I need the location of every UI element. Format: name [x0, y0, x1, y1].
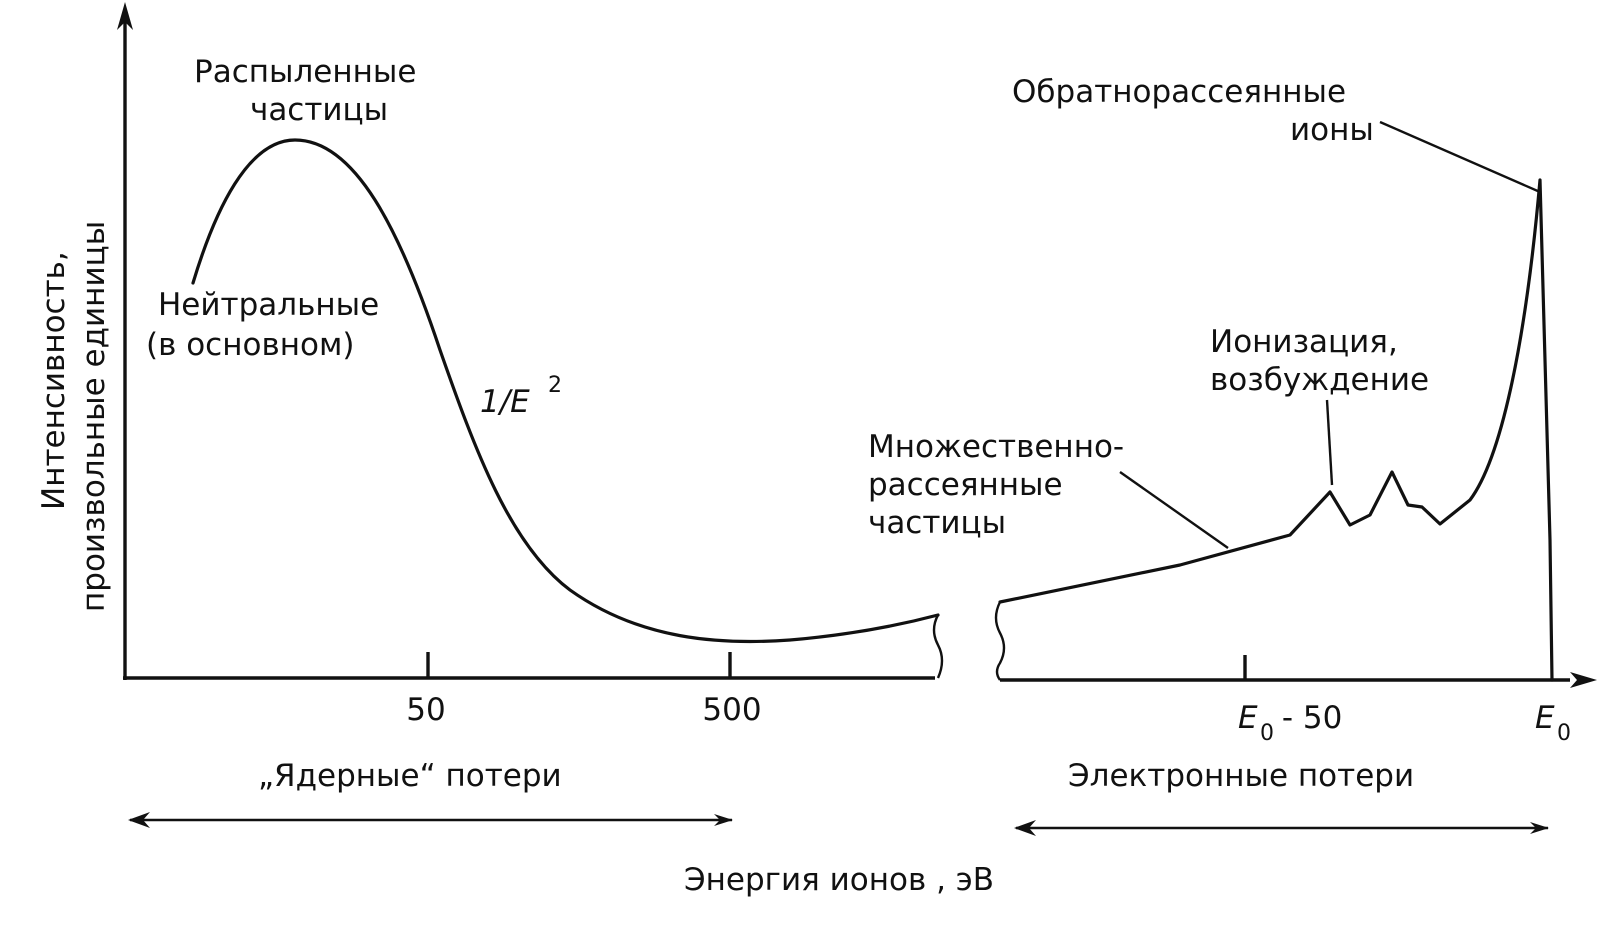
x-axis-break-left [932, 614, 944, 679]
region-label-electronic: Электронные потери [1068, 758, 1414, 794]
annotation-backscattered-line2: ионы [1290, 112, 1374, 148]
annotation-backscattered-line1: Обратнорассеянные [1012, 74, 1346, 110]
region-label-nuclear: „Ядерные“ потери [258, 758, 562, 794]
tick-e0-symbol: E [1535, 700, 1555, 736]
leader-backscattered [1379, 120, 1541, 194]
y-axis-arrow [117, 2, 133, 30]
tick-e0-subscript: 0 [1557, 721, 1571, 746]
sputtered-curve [191, 138, 940, 644]
tick-label-e0-50: E 0 - 50 [1238, 700, 1342, 746]
x-axis-break-right [994, 601, 1006, 681]
x-axis-label: Энергия ионов , эВ [684, 862, 994, 898]
scattered-curve [998, 178, 1554, 682]
annotation-sputtered-line1: Распыленные [194, 54, 416, 90]
annotation-multiple-line3: частицы [868, 505, 1006, 541]
annotation-inverse-e2-sup: 2 [548, 373, 562, 398]
annotation-ionization-line2: возбуждение [1210, 362, 1429, 398]
annotation-sputtered-line2: частицы [250, 92, 388, 128]
tick-label-500: 500 [702, 692, 761, 728]
x-axis-arrow [1570, 672, 1597, 688]
leader-ionization [1325, 399, 1334, 486]
tick-e0-50-symbol: E [1238, 700, 1258, 736]
y-axis-label-line2: произвольные единицы [76, 221, 112, 612]
annotation-ionization-line1: Ионизация, [1210, 324, 1398, 360]
region-arrow-nuclear-start [128, 812, 150, 828]
annotation-multiple-line1: Множественно- [868, 429, 1124, 465]
tick-e0-50-suffix: - 50 [1272, 700, 1342, 736]
annotation-neutral-line2: (в основном) [146, 327, 354, 363]
tick-label-50: 50 [406, 692, 445, 728]
region-arrow-electronic-start [1014, 820, 1036, 836]
annotation-neutral-line1: Нейтральные [158, 287, 379, 323]
leader-multiple [1119, 471, 1229, 549]
y-axis-label-line1: Интенсивность, [36, 251, 72, 510]
annotation-inverse-e2-text: 1/E [480, 384, 530, 420]
tick-label-e0: E 0 [1535, 700, 1571, 746]
annotation-inverse-e2: 1/E 2 [480, 373, 562, 420]
tick-e0-50-subscript: 0 [1260, 721, 1274, 746]
annotation-multiple-line2: рассеянные [868, 467, 1063, 503]
